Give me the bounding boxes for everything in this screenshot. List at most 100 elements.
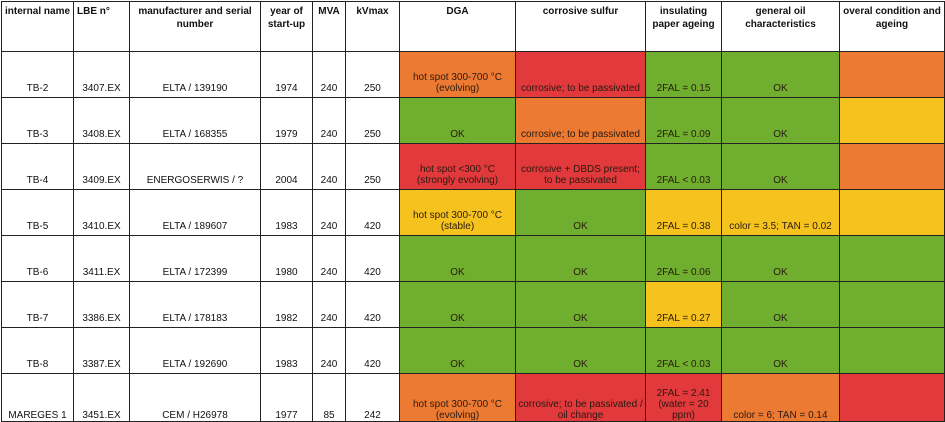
table-row: TB-3 3408.EX ELTA / 168355 1979 240 250 OK corr… <box>1 97 945 144</box>
manufacturer-cell: ELTA / 189607 <box>129 189 261 236</box>
mva-cell: 240 <box>312 97 346 144</box>
dga-cell: hot spot <300 °C (strongly evolving) <box>399 143 516 190</box>
header-mva: MVA <box>312 1 346 52</box>
year-cell: 1983 <box>260 327 313 374</box>
internal-name-cell: TB-2 <box>1 51 74 98</box>
lbe-number-cell: 3386.EX <box>73 281 130 328</box>
kvmax-cell: 420 <box>345 235 400 282</box>
dga-cell: OK <box>399 235 516 282</box>
header-corrosive-sulfur: corrosive sulfur <box>515 1 646 52</box>
lbe-number-cell: 3408.EX <box>73 97 130 144</box>
manufacturer-cell: ELTA / 139190 <box>129 51 261 98</box>
oil-characteristics-cell: OK <box>721 143 840 190</box>
internal-name-cell: TB-4 <box>1 143 74 190</box>
overall-condition-cell <box>839 235 945 282</box>
corrosive-sulfur-cell: OK <box>515 189 646 236</box>
lbe-number-cell: 3410.EX <box>73 189 130 236</box>
kvmax-cell: 420 <box>345 327 400 374</box>
year-cell: 1980 <box>260 235 313 282</box>
year-cell: 1983 <box>260 189 313 236</box>
manufacturer-cell: ELTA / 172399 <box>129 235 261 282</box>
mva-cell: 240 <box>312 235 346 282</box>
manufacturer-cell: ENERGOSERWIS / ? <box>129 143 261 190</box>
manufacturer-cell: ELTA / 192690 <box>129 327 261 374</box>
year-cell: 2004 <box>260 143 313 190</box>
corrosive-sulfur-cell: corrosive; to be passivated <box>515 51 646 98</box>
table-row: TB-4 3409.EX ENERGOSERWIS / ? 2004 240 250 hot… <box>1 143 945 190</box>
overall-condition-cell <box>839 327 945 374</box>
manufacturer-cell: ELTA / 178183 <box>129 281 261 328</box>
paper-ageing-cell: 2FAL = 0.27 <box>645 281 722 328</box>
internal-name-cell: TB-5 <box>1 189 74 236</box>
oil-characteristics-cell: OK <box>721 51 840 98</box>
overall-condition-cell <box>839 51 945 98</box>
lbe-number-cell: 3451.EX <box>73 373 130 422</box>
overall-condition-cell <box>839 143 945 190</box>
paper-ageing-cell: 2FAL = 0.06 <box>645 235 722 282</box>
mva-cell: 240 <box>312 189 346 236</box>
header-year: year of start-up <box>260 1 313 52</box>
kvmax-cell: 420 <box>345 281 400 328</box>
kvmax-cell: 250 <box>345 143 400 190</box>
internal-name-cell: TB-8 <box>1 327 74 374</box>
header-kvmax: kVmax <box>345 1 400 52</box>
year-cell: 1982 <box>260 281 313 328</box>
oil-characteristics-cell: OK <box>721 327 840 374</box>
header-internal-name: internal name <box>1 1 74 52</box>
corrosive-sulfur-cell: OK <box>515 235 646 282</box>
oil-characteristics-cell: color = 6; TAN = 0.14 <box>721 373 840 422</box>
kvmax-cell: 242 <box>345 373 400 422</box>
paper-ageing-cell: 2FAL = 0.15 <box>645 51 722 98</box>
corrosive-sulfur-cell: OK <box>515 327 646 374</box>
header-paper-ageing: insulating paper ageing <box>645 1 722 52</box>
year-cell: 1979 <box>260 97 313 144</box>
mva-cell: 240 <box>312 51 346 98</box>
mva-cell: 85 <box>312 373 346 422</box>
table-row: TB-6 3411.EX ELTA / 172399 1980 240 420 OK OK 2F… <box>1 235 945 282</box>
overall-condition-cell <box>839 97 945 144</box>
corrosive-sulfur-cell: OK <box>515 281 646 328</box>
kvmax-cell: 250 <box>345 51 400 98</box>
table-row: TB-7 3386.EX ELTA / 178183 1982 240 420 OK OK 2F… <box>1 281 945 328</box>
header-lbe-number: LBE n° <box>73 1 130 52</box>
internal-name-cell: TB-3 <box>1 97 74 144</box>
corrosive-sulfur-cell: corrosive; to be passivated <box>515 97 646 144</box>
mva-cell: 240 <box>312 281 346 328</box>
lbe-number-cell: 3387.EX <box>73 327 130 374</box>
header-dga: DGA <box>399 1 516 52</box>
year-cell: 1974 <box>260 51 313 98</box>
lbe-number-cell: 3407.EX <box>73 51 130 98</box>
corrosive-sulfur-cell: corrosive + DBDS present; to be passivat… <box>515 143 646 190</box>
table-row: TB-5 3410.EX ELTA / 189607 1983 240 420 hot sp… <box>1 189 945 236</box>
table-row: TB-8 3387.EX ELTA / 192690 1983 240 420 OK OK 2F… <box>1 327 945 374</box>
paper-ageing-cell: 2FAL = 2.41 (water = 20 ppm) <box>645 373 722 422</box>
header-manufacturer: manufacturer and serial number <box>129 1 261 52</box>
dga-cell: OK <box>399 281 516 328</box>
dga-cell: hot spot 300-700 °C (stable) <box>399 189 516 236</box>
overall-condition-cell <box>839 281 945 328</box>
paper-ageing-cell: 2FAL < 0.03 <box>645 143 722 190</box>
dga-cell: hot spot 300-700 °C (evolving) <box>399 51 516 98</box>
lbe-number-cell: 3409.EX <box>73 143 130 190</box>
kvmax-cell: 420 <box>345 189 400 236</box>
oil-characteristics-cell: OK <box>721 97 840 144</box>
lbe-number-cell: 3411.EX <box>73 235 130 282</box>
oil-characteristics-cell: color = 3.5; TAN = 0.02 <box>721 189 840 236</box>
dga-cell: OK <box>399 327 516 374</box>
header-overall-condition: overal condition and ageing <box>839 1 945 52</box>
oil-characteristics-cell: OK <box>721 281 840 328</box>
table-row: TB-2 3407.EX ELTA / 139190 1974 240 250 hot sp… <box>1 51 945 98</box>
paper-ageing-cell: 2FAL = 0.09 <box>645 97 722 144</box>
mva-cell: 240 <box>312 327 346 374</box>
internal-name-cell: TB-6 <box>1 235 74 282</box>
corrosive-sulfur-cell: corrosive; to be passivated / oil change <box>515 373 646 422</box>
dga-cell: OK <box>399 97 516 144</box>
paper-ageing-cell: 2FAL < 0.03 <box>645 327 722 374</box>
oil-characteristics-cell: OK <box>721 235 840 282</box>
overall-condition-cell <box>839 373 945 422</box>
internal-name-cell: MAREGES 1 <box>1 373 74 422</box>
mva-cell: 240 <box>312 143 346 190</box>
internal-name-cell: TB-7 <box>1 281 74 328</box>
overall-condition-cell <box>839 189 945 236</box>
